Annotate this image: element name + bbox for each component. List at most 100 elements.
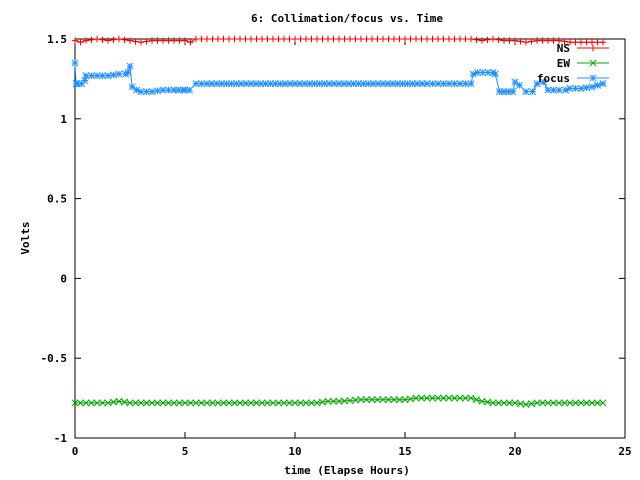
- data-point-focus: [213, 80, 221, 88]
- data-point-focus: [153, 87, 162, 95]
- data-point-ew: [230, 399, 239, 407]
- data-point-ns: [253, 35, 260, 43]
- data-point-ns: [165, 37, 172, 44]
- data-point-ew: [186, 399, 195, 407]
- data-point-ew: [98, 399, 107, 407]
- data-point-ns: [110, 36, 117, 43]
- data-point-focus: [423, 80, 431, 88]
- data-point-focus: [276, 80, 284, 88]
- data-point-ew: [373, 396, 382, 404]
- data-point-ns: [594, 38, 601, 46]
- data-point-ns: [423, 35, 431, 43]
- data-point-ns: [374, 35, 381, 43]
- plot-frame: [74, 38, 626, 439]
- data-point-focus: [364, 80, 372, 88]
- data-point-focus: [461, 80, 470, 88]
- data-point-ns: [528, 38, 535, 45]
- data-point-focus: [555, 86, 563, 94]
- data-point-focus: [247, 80, 255, 88]
- data-point-ew: [379, 396, 387, 404]
- data-point-ew: [285, 399, 294, 407]
- data-point-focus: [359, 80, 367, 88]
- data-point-ew: [500, 399, 508, 407]
- data-point-ns: [115, 35, 123, 43]
- data-point-ns: [203, 35, 211, 43]
- data-point-focus: [159, 86, 167, 94]
- data-point-ns: [440, 35, 447, 43]
- data-point-ew: [274, 399, 283, 407]
- data-point-focus: [403, 80, 411, 88]
- data-point-ns: [533, 37, 541, 44]
- data-point-focus: [544, 86, 552, 94]
- data-point-ns: [506, 37, 513, 44]
- data-point-ns: [572, 38, 579, 46]
- data-point-ns: [181, 37, 189, 44]
- data-point-focus: [133, 86, 141, 94]
- data-point-focus: [126, 62, 134, 70]
- data-point-ns: [126, 37, 134, 44]
- data-point-focus: [566, 84, 574, 93]
- data-point-ew: [577, 399, 585, 407]
- data-point-ew: [329, 397, 338, 405]
- data-point-ns: [264, 35, 271, 43]
- data-point-ew: [384, 396, 393, 404]
- data-point-ew: [544, 399, 552, 407]
- data-point-focus: [227, 80, 235, 88]
- data-point-ew: [159, 399, 167, 407]
- data-point-ew: [346, 396, 354, 405]
- series-focus: [71, 59, 607, 96]
- series-layer: [71, 35, 607, 409]
- data-point-ew: [181, 399, 189, 407]
- data-point-ns: [280, 35, 288, 43]
- data-point-focus: [73, 80, 81, 88]
- x-axis-label: time (Elapse Hours): [284, 464, 410, 477]
- data-point-ns: [148, 37, 156, 44]
- data-point-focus: [529, 88, 537, 96]
- data-point-focus: [82, 72, 90, 80]
- data-point-ns: [363, 35, 370, 43]
- data-point-focus: [87, 72, 96, 80]
- data-point-focus: [218, 80, 226, 88]
- data-point-ew: [126, 399, 134, 407]
- data-point-focus: [345, 80, 353, 88]
- data-point-focus: [484, 68, 492, 77]
- data-point-focus: [593, 81, 602, 89]
- data-point-ew: [555, 399, 563, 407]
- x-tick-label: 15: [398, 445, 411, 458]
- y-tick-label: -1: [54, 432, 68, 445]
- data-point-ew: [203, 399, 211, 407]
- data-point-ns: [561, 38, 568, 45]
- data-point-ew: [291, 399, 299, 407]
- data-point-ns: [258, 35, 266, 43]
- data-point-ew: [175, 399, 184, 407]
- data-point-ew: [566, 399, 574, 407]
- data-point-ns: [82, 37, 90, 44]
- data-point-ew: [263, 399, 272, 407]
- y-axis-label: Volts: [19, 221, 32, 254]
- x-tick-label: 10: [288, 445, 301, 458]
- data-point-ew: [549, 399, 558, 407]
- data-point-focus: [439, 80, 448, 88]
- data-point-ns: [170, 37, 178, 44]
- data-point-ns: [99, 36, 106, 43]
- data-point-focus: [330, 80, 338, 88]
- data-point-ns: [143, 38, 150, 45]
- data-point-ew: [258, 399, 266, 407]
- data-point-ns: [154, 37, 161, 44]
- data-point-ns: [236, 35, 244, 43]
- data-point-ns: [462, 35, 469, 43]
- data-point-focus: [142, 88, 151, 96]
- data-point-ns: [176, 37, 183, 44]
- data-point-ns: [214, 35, 222, 43]
- data-point-ew: [390, 396, 398, 404]
- data-point-ns: [539, 37, 546, 44]
- data-point-ns: [286, 35, 293, 43]
- data-point-focus: [533, 80, 541, 88]
- data-point-focus: [93, 72, 101, 80]
- data-point-ew: [467, 394, 475, 402]
- data-point-ew: [434, 394, 442, 402]
- y-tick-label: 0.5: [47, 193, 67, 206]
- data-point-ns: [324, 35, 332, 43]
- data-point-focus: [262, 80, 270, 88]
